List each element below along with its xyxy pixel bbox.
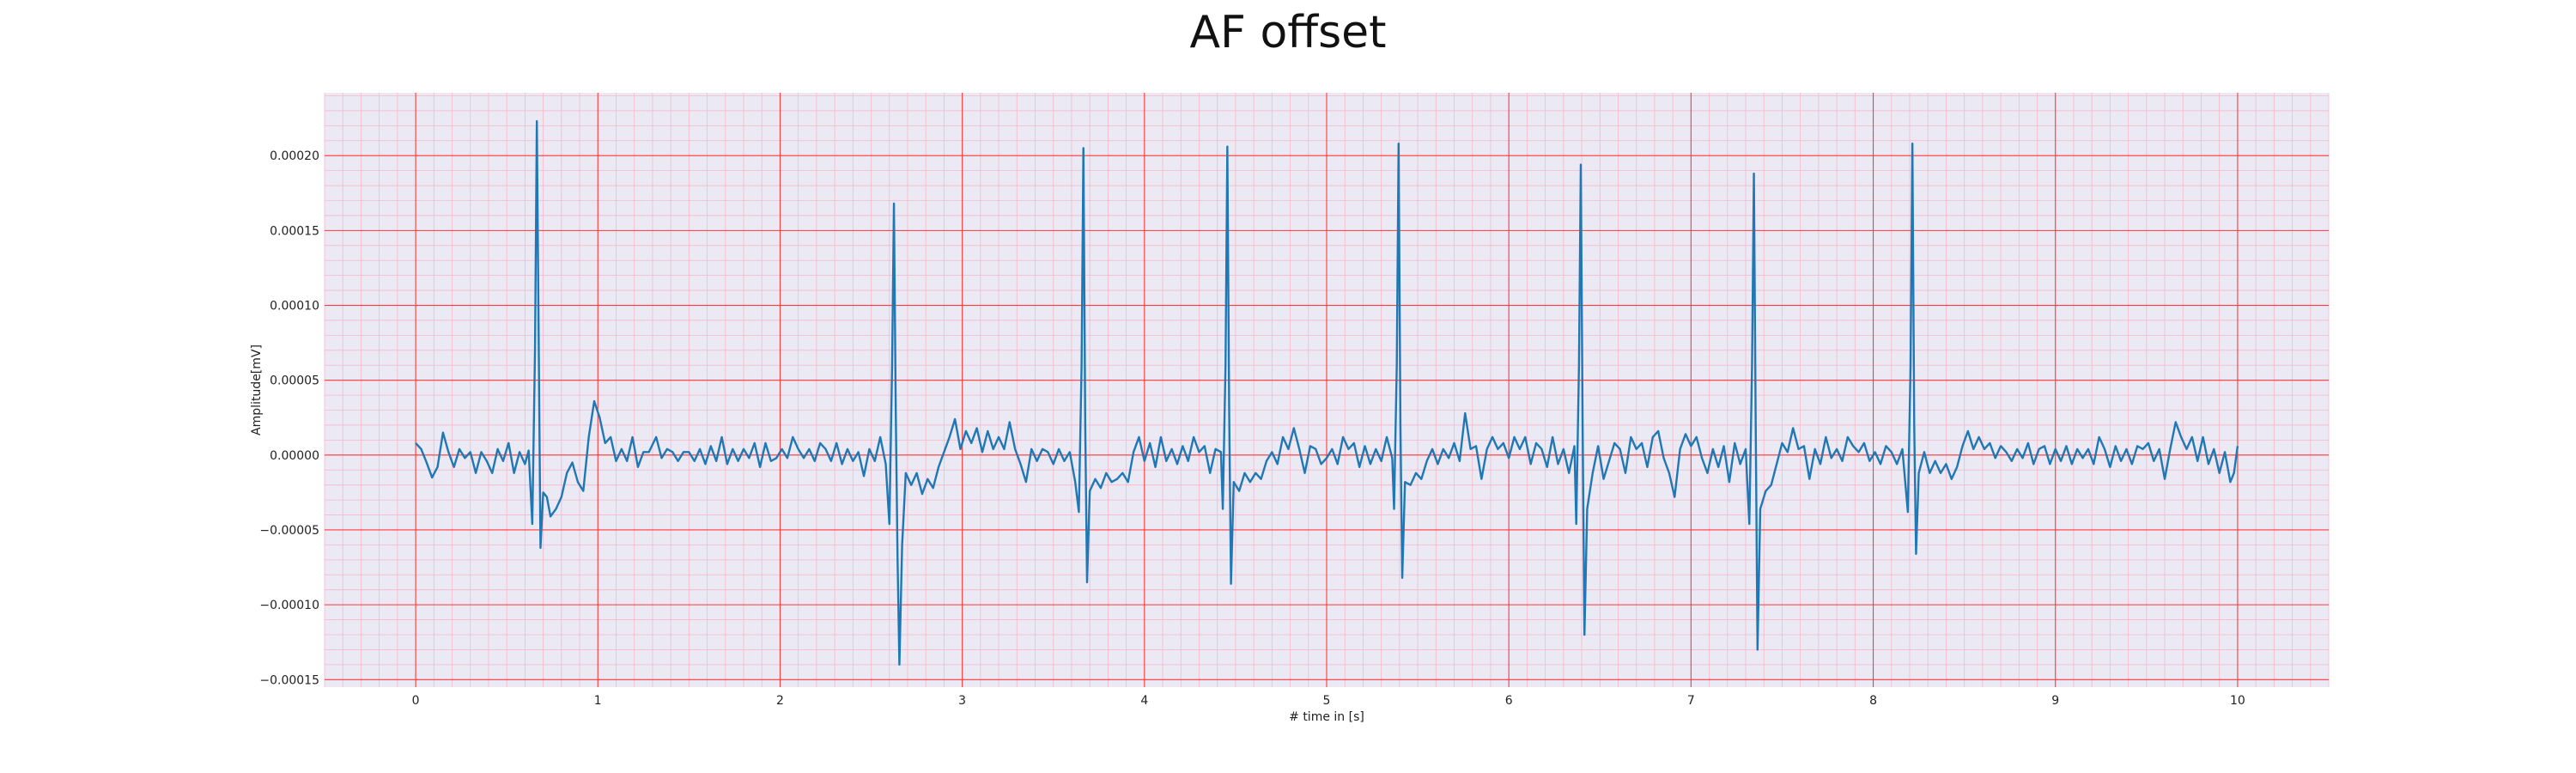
y-tick-label: −0.00005 xyxy=(259,524,319,538)
x-tick-label: 8 xyxy=(1869,694,1877,708)
x-tick-label: 0 xyxy=(412,694,420,708)
chart-title: AF offset xyxy=(1189,7,1387,58)
x-tick-label: 4 xyxy=(1140,694,1148,708)
x-axis-label: # time in [s] xyxy=(1289,710,1364,724)
y-tick-label: 0.00000 xyxy=(270,449,319,463)
x-tick-label: 2 xyxy=(776,694,784,708)
y-tick-label: 0.00020 xyxy=(270,149,319,163)
y-axis-ticks: −0.00015 −0.00010 −0.00005 0.00000 0.00005 0.… xyxy=(259,149,319,687)
x-tick-label: 3 xyxy=(958,694,966,708)
x-tick-label: 5 xyxy=(1323,694,1331,708)
y-tick-label: 0.00010 xyxy=(270,300,319,313)
x-tick-label: 7 xyxy=(1687,694,1695,708)
y-tick-label: 0.00015 xyxy=(270,224,319,238)
series-line xyxy=(415,119,2239,666)
x-axis-ticks: 0 1 2 3 4 5 6 7 8 9 10 xyxy=(412,694,2245,708)
x-tick-label: 1 xyxy=(594,694,602,708)
y-axis-label: Amplitude[mV] xyxy=(250,344,264,435)
x-tick-label: 9 xyxy=(2051,694,2059,708)
series-layer xyxy=(415,119,2239,666)
x-tick-label: 10 xyxy=(2230,694,2245,708)
y-tick-label: 0.00005 xyxy=(270,374,319,388)
major-grid xyxy=(325,93,2329,687)
y-tick-label: −0.00015 xyxy=(259,673,319,687)
y-tick-label: −0.00010 xyxy=(259,599,319,612)
x-tick-label: 6 xyxy=(1505,694,1513,708)
